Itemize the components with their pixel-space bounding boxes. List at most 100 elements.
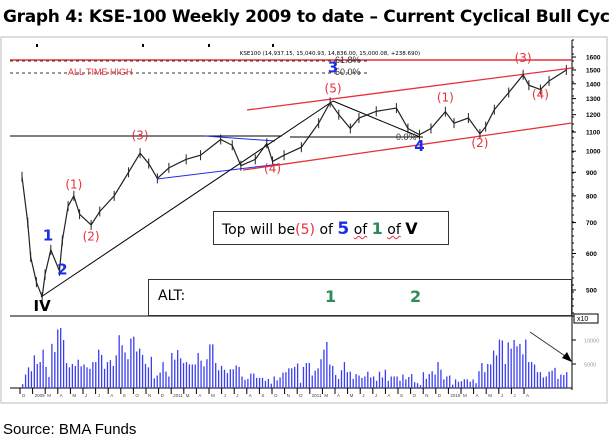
x-tick-label: 2011 — [312, 393, 322, 398]
volume-bar — [42, 349, 44, 388]
volume-bar — [112, 365, 114, 388]
x-tick-label: S — [400, 393, 403, 398]
wave-label: (3) — [132, 129, 149, 143]
x-tick-label: D — [161, 393, 165, 398]
volume-bar — [443, 379, 445, 388]
blue-upper-line — [204, 135, 276, 142]
x-tick-label: M — [47, 393, 51, 398]
volume-bar — [495, 355, 498, 388]
volume-bar — [68, 367, 71, 388]
volume-bar — [519, 343, 521, 388]
volume-bar — [74, 365, 76, 388]
volume-bar — [30, 371, 33, 388]
fib-retrace-line — [332, 100, 421, 138]
volume-bar — [276, 380, 278, 388]
volume-bar — [80, 366, 82, 388]
fib-61-label: 61.8% — [335, 55, 361, 65]
x-tick-label: J — [513, 393, 515, 398]
volume-bar — [256, 377, 258, 388]
chart-title: Graph 4: KSE-100 Weekly 2009 to date – C… — [3, 7, 609, 27]
wave-label: (1) — [65, 177, 82, 191]
volume-bar — [171, 352, 173, 388]
volume-bar — [478, 371, 480, 388]
volume-arrow — [529, 331, 569, 359]
volume-bar — [130, 338, 132, 388]
volume-bar — [285, 372, 287, 388]
volume-bar — [551, 370, 553, 388]
volume-bar — [57, 329, 59, 388]
chart-header: KSE100 (14,937.15, 15,040.93, 14,836.00,… — [240, 51, 420, 57]
volume-bar — [235, 365, 237, 388]
annotation-lines — [10, 59, 573, 362]
wave-label: 1 — [43, 227, 53, 245]
x-tick-label: S — [261, 393, 264, 398]
volume-bar — [305, 363, 308, 388]
x-tick-label: 2009 — [35, 393, 46, 398]
x-tick-label: A — [476, 393, 479, 398]
x-tick-label: D — [22, 393, 26, 398]
volume-bar — [288, 368, 290, 388]
volume-bar — [349, 371, 351, 388]
wave-label: (2) — [471, 136, 488, 150]
x-tick-label: 2011 — [173, 393, 183, 398]
volume-bar — [215, 363, 217, 388]
volume-bar — [343, 362, 346, 388]
volume-bar — [413, 382, 416, 388]
wave-label: (5) — [325, 82, 342, 96]
volume-bar — [159, 372, 161, 388]
x-tick-label: M — [186, 393, 190, 398]
volume-bar — [62, 340, 65, 388]
x-tick-label: A — [249, 393, 252, 398]
volume-bar — [358, 375, 360, 388]
volume-bar — [466, 379, 468, 388]
wave-label: (1) — [437, 91, 454, 105]
volume-bar — [109, 360, 112, 388]
x-tick-label: M — [488, 393, 492, 398]
volume-bar — [563, 375, 565, 388]
volume-bar — [323, 349, 325, 388]
volume-bar — [334, 375, 337, 388]
volume-bar — [446, 376, 448, 388]
top-will-be-box: Top will be(5) of 5 of 1 of V — [213, 211, 449, 245]
volume-bar — [51, 343, 53, 388]
volume-bar — [492, 350, 495, 388]
wave-label: (4) — [532, 88, 549, 102]
volume-bar — [487, 364, 489, 388]
volume-bar — [419, 385, 422, 388]
fib-0-label: 0.0% — [396, 132, 417, 142]
multiplier-label: x10 — [577, 316, 588, 323]
x-tick-label: M — [463, 393, 467, 398]
volume-bar — [557, 378, 559, 388]
y-tick-label: 1300 — [586, 96, 601, 103]
volume-bar — [206, 359, 208, 388]
volume-bar — [390, 376, 392, 388]
volume-bar — [100, 354, 103, 388]
x-tick-label: A — [198, 393, 201, 398]
volume-bar — [308, 363, 310, 388]
x-tick-label: D — [438, 393, 442, 398]
volume-bar — [522, 354, 524, 388]
y-tick-label: 1100 — [586, 130, 600, 137]
volume-bar — [472, 379, 474, 388]
volume-bar — [378, 371, 381, 388]
volume-bar — [241, 376, 243, 388]
wave-label: 4 — [414, 137, 424, 155]
volume-bar — [402, 374, 404, 388]
volume-bar — [217, 370, 220, 388]
x-tick-label: O — [274, 393, 278, 398]
volume-bar — [355, 374, 357, 388]
volume-bar — [194, 364, 196, 388]
volume-bar — [346, 372, 348, 388]
volume-bar — [71, 364, 74, 388]
volume-bar — [481, 363, 483, 388]
multiplier-box — [573, 313, 599, 324]
volume-bar — [434, 374, 436, 388]
arrow-head-icon — [562, 352, 572, 362]
volume-bar — [200, 360, 202, 388]
source-note: Source: BMA Funds — [3, 421, 137, 438]
volume-bar — [48, 376, 50, 388]
volume-bar — [264, 380, 267, 388]
wave-label: 3 — [328, 59, 338, 77]
text-top-will-be: Top will be — [222, 222, 296, 238]
